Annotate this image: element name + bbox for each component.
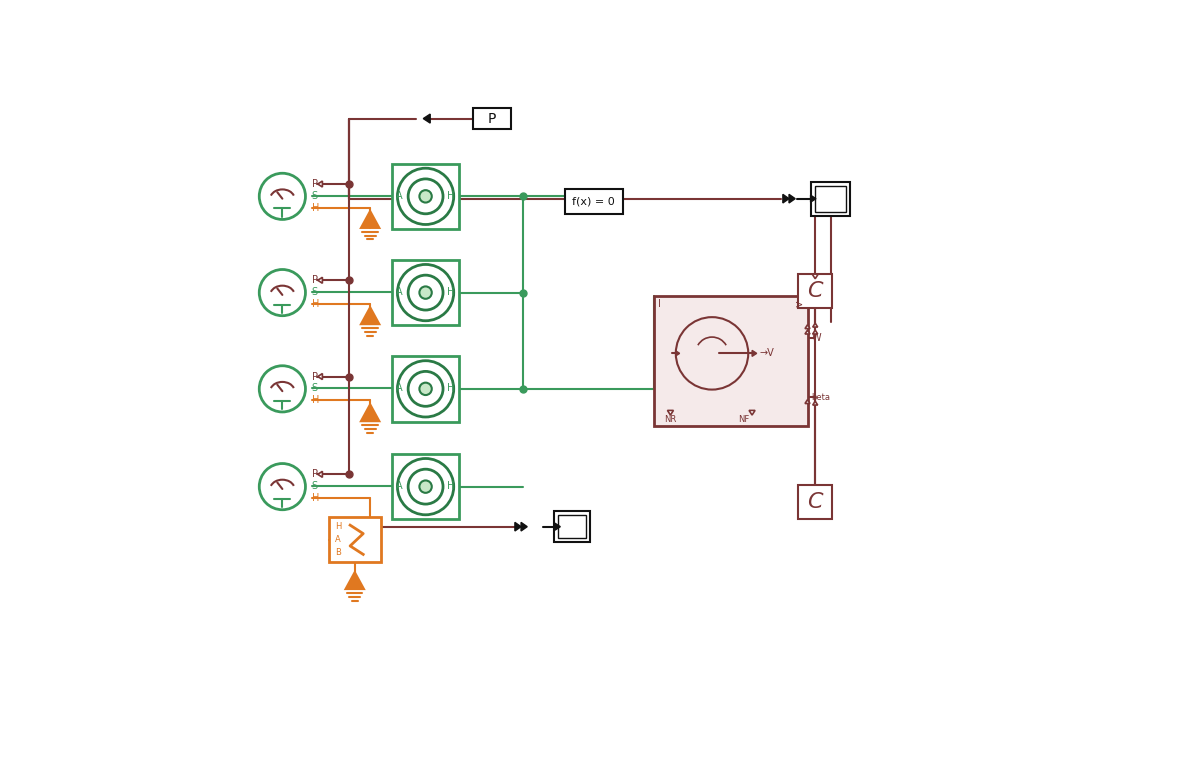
Circle shape: [676, 317, 749, 390]
Text: f(x) = 0: f(x) = 0: [572, 197, 614, 206]
Polygon shape: [361, 404, 379, 421]
Text: P: P: [312, 179, 318, 189]
Text: H: H: [312, 396, 319, 405]
Text: beta: beta: [811, 393, 830, 402]
Polygon shape: [812, 274, 818, 279]
Polygon shape: [318, 373, 323, 380]
Text: A: A: [396, 191, 403, 200]
Polygon shape: [790, 194, 796, 203]
Polygon shape: [805, 330, 810, 334]
Polygon shape: [810, 195, 816, 203]
Bar: [391, 454, 460, 519]
Text: H: H: [448, 383, 455, 393]
Text: H: H: [312, 203, 319, 213]
Text: S: S: [312, 287, 318, 296]
Text: H: H: [312, 300, 319, 309]
Text: H: H: [335, 522, 341, 531]
Text: P: P: [487, 112, 496, 126]
Text: NF: NF: [738, 415, 750, 424]
Polygon shape: [812, 323, 817, 327]
Bar: [565, 189, 623, 214]
Polygon shape: [521, 522, 527, 531]
Polygon shape: [361, 307, 379, 324]
Polygon shape: [676, 351, 679, 356]
Circle shape: [259, 173, 306, 219]
Polygon shape: [318, 181, 323, 187]
Polygon shape: [812, 330, 817, 334]
Polygon shape: [805, 325, 810, 329]
Bar: [391, 356, 460, 422]
Polygon shape: [346, 572, 364, 589]
Bar: [329, 517, 380, 562]
Bar: [815, 186, 846, 212]
Bar: [473, 108, 511, 129]
Circle shape: [419, 286, 432, 299]
Polygon shape: [318, 471, 323, 477]
Text: S: S: [312, 481, 318, 490]
Polygon shape: [805, 400, 810, 403]
Bar: [798, 274, 832, 308]
Bar: [554, 511, 589, 542]
Text: I: I: [658, 300, 661, 309]
Circle shape: [419, 480, 432, 493]
Bar: [391, 259, 460, 325]
Circle shape: [408, 179, 443, 214]
Text: H: H: [312, 494, 319, 503]
Text: A: A: [396, 383, 403, 393]
Circle shape: [408, 275, 443, 310]
Circle shape: [259, 366, 306, 412]
Polygon shape: [667, 410, 673, 415]
Text: H: H: [448, 191, 455, 200]
Text: H: H: [448, 287, 455, 296]
Bar: [798, 485, 832, 519]
Text: H: H: [448, 481, 455, 490]
Text: A: A: [396, 287, 403, 296]
Circle shape: [397, 264, 454, 321]
Circle shape: [419, 190, 432, 203]
Text: P: P: [312, 470, 318, 479]
Circle shape: [419, 383, 432, 395]
Bar: [811, 182, 850, 216]
Circle shape: [408, 371, 443, 407]
Bar: [558, 515, 586, 538]
Text: A: A: [335, 535, 341, 544]
Circle shape: [397, 458, 454, 515]
Text: C: C: [808, 492, 823, 512]
Text: S: S: [312, 191, 318, 200]
Polygon shape: [749, 410, 755, 415]
Polygon shape: [361, 211, 379, 228]
Text: B: B: [335, 548, 341, 557]
Circle shape: [259, 464, 306, 510]
Polygon shape: [812, 401, 817, 405]
Circle shape: [408, 469, 443, 504]
Circle shape: [397, 168, 454, 225]
Bar: [654, 296, 808, 426]
Polygon shape: [782, 194, 790, 203]
Text: A: A: [396, 481, 403, 490]
Text: P: P: [312, 276, 318, 285]
Polygon shape: [318, 277, 323, 283]
Text: C: C: [808, 281, 823, 301]
Text: >: >: [794, 300, 803, 309]
Bar: [391, 163, 460, 229]
Text: P: P: [312, 372, 318, 381]
Polygon shape: [515, 522, 521, 531]
Polygon shape: [554, 523, 560, 531]
Circle shape: [397, 360, 454, 417]
Text: S: S: [312, 383, 318, 393]
Text: W: W: [811, 333, 821, 343]
Circle shape: [259, 270, 306, 316]
Polygon shape: [424, 114, 431, 123]
Text: NR: NR: [665, 415, 677, 424]
Polygon shape: [752, 350, 757, 357]
Text: →V: →V: [760, 348, 774, 358]
